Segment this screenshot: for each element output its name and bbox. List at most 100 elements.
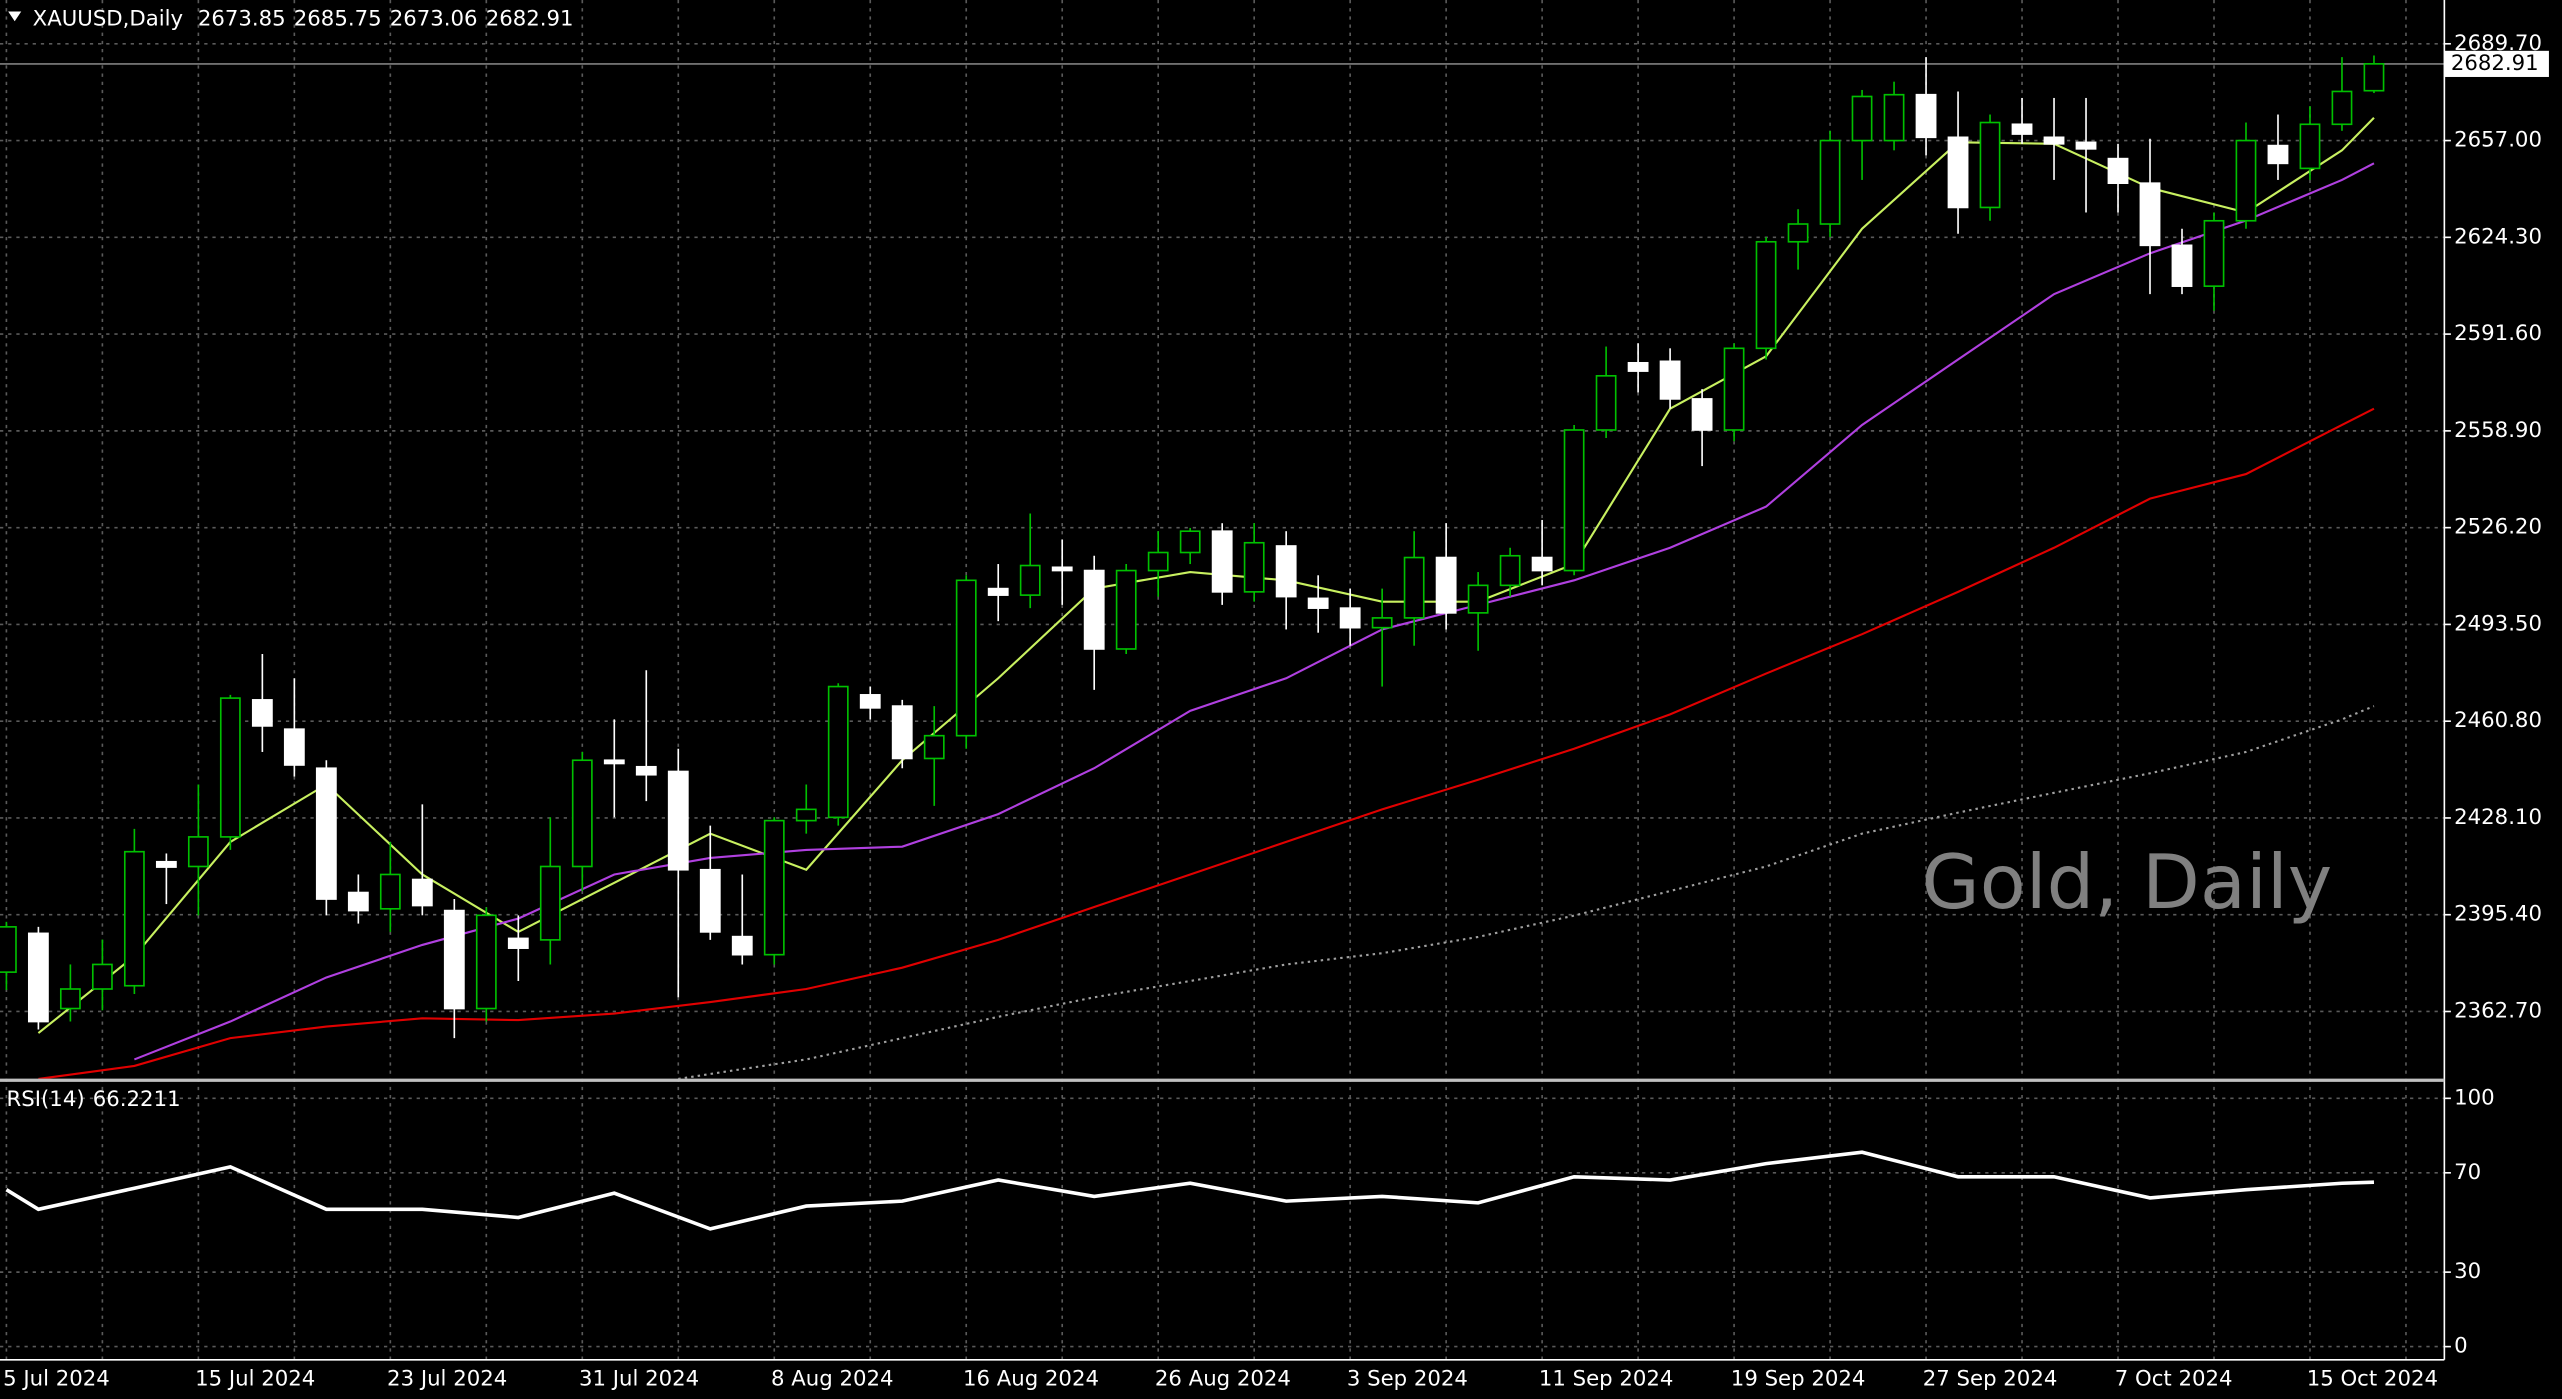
candle-body (1339, 607, 1361, 629)
x-tick-label: 7 Oct 2024 (2115, 1366, 2233, 1391)
candle-body (1531, 556, 1553, 572)
candle-body (27, 932, 49, 1023)
candle-body (827, 685, 849, 819)
symbol: XAUUSD,Daily (33, 7, 183, 32)
candle-body (2235, 139, 2257, 222)
x-tick-label: 5 Jul 2024 (3, 1366, 110, 1391)
y-tick-label: 2460.80 (2454, 708, 2542, 733)
candle-body (2331, 90, 2353, 126)
candle-body (2299, 123, 2321, 170)
rsi-title: RSI(14) 66.2211 (7, 1087, 181, 1112)
candle-body (379, 873, 401, 910)
y-tick-label: 2395.40 (2454, 902, 2542, 927)
candle-body (667, 770, 689, 871)
candle-body (2075, 141, 2097, 150)
candle-body (1179, 530, 1201, 554)
candle-body (2171, 244, 2193, 287)
candle-body (1947, 136, 1969, 209)
candle-body (0, 926, 17, 973)
candle-body (731, 935, 753, 956)
candle-body (1851, 95, 1873, 142)
line-series (5, 1150, 2375, 1231)
candle-body (539, 865, 561, 941)
candle-body (59, 988, 81, 1010)
y-tick-label: 2624.30 (2454, 224, 2542, 249)
candle-body (1307, 597, 1329, 609)
candle-body (795, 808, 817, 822)
candle-body (1275, 545, 1297, 598)
candle-body (1755, 240, 1777, 350)
rsi-pane (5, 1150, 2375, 1231)
y-tick-label: 30 (2454, 1259, 2481, 1284)
candle-body (955, 579, 977, 737)
line-series (678, 705, 2375, 1079)
candle-body (1595, 375, 1617, 431)
candle-body (1147, 551, 1169, 572)
candle-body (923, 734, 945, 760)
candle-body (1115, 569, 1137, 650)
candle-body (123, 850, 145, 987)
candle-body (1371, 617, 1393, 629)
y-tick-label: 2362.70 (2454, 998, 2542, 1023)
candle-body (891, 705, 913, 760)
x-tick-label: 15 Oct 2024 (2307, 1366, 2438, 1391)
candle-body (1211, 530, 1233, 593)
header-low: 2673.06 (390, 7, 478, 32)
candle-body (315, 767, 337, 900)
y-tick-label: 2591.60 (2454, 321, 2542, 346)
candle-body (1435, 556, 1457, 614)
x-tick-label: 27 Sep 2024 (1923, 1366, 2058, 1391)
candle-body (1979, 121, 2001, 209)
y-tick-label: 2526.20 (2454, 515, 2542, 540)
y-tick-label: 100 (2454, 1085, 2495, 1110)
candle-body (1019, 564, 1041, 596)
candle-body (1819, 139, 1841, 225)
candle-body (475, 914, 497, 1010)
x-tick-label: 16 Aug 2024 (963, 1366, 1099, 1391)
line-series (37, 117, 2375, 1034)
candle-body (2139, 182, 2161, 247)
candle-body (635, 765, 657, 776)
y-tick-label: 70 (2454, 1160, 2481, 1185)
x-tick-label: 31 Jul 2024 (579, 1366, 699, 1391)
candle-body (2011, 123, 2033, 135)
grid-layer (0, 0, 2445, 1360)
candle-body (91, 963, 113, 990)
candle-body (987, 587, 1009, 596)
candle-body (1051, 566, 1073, 572)
candle-body (347, 891, 369, 912)
price-pane (0, 55, 2445, 1079)
x-tick-label: 11 Sep 2024 (1539, 1366, 1674, 1391)
candle-body (1403, 556, 1425, 619)
rsi-current: 66.2211 (93, 1087, 181, 1112)
candle-body (411, 878, 433, 907)
candle-body (155, 860, 177, 868)
collapse-arrow[interactable] (8, 11, 22, 22)
header-close: 2682.91 (486, 7, 574, 32)
candle-body (2043, 136, 2065, 145)
candle-body (283, 728, 305, 766)
line-series (38, 407, 2375, 1079)
watermark: Gold, Daily (1921, 838, 2332, 926)
candle-body (2203, 219, 2225, 287)
candle-body (1723, 347, 1745, 431)
candle-body (443, 909, 465, 1010)
candle-body (507, 937, 529, 949)
candle-body (187, 836, 209, 868)
header-high: 2685.75 (294, 7, 382, 32)
y-tick-label: 2493.50 (2454, 611, 2542, 636)
header-open: 2673.85 (198, 7, 286, 32)
x-tick-label: 3 Sep 2024 (1347, 1366, 1468, 1391)
candle-body (1627, 361, 1649, 372)
candle-body (699, 868, 721, 933)
candle-body (1563, 429, 1585, 572)
candle-body (2267, 144, 2289, 165)
x-tick-label: 15 Jul 2024 (195, 1366, 315, 1391)
candle-body (859, 694, 881, 709)
rsi-name: RSI(14) (7, 1087, 85, 1112)
candle-body (1691, 398, 1713, 431)
x-tick-label: 8 Aug 2024 (771, 1366, 894, 1391)
